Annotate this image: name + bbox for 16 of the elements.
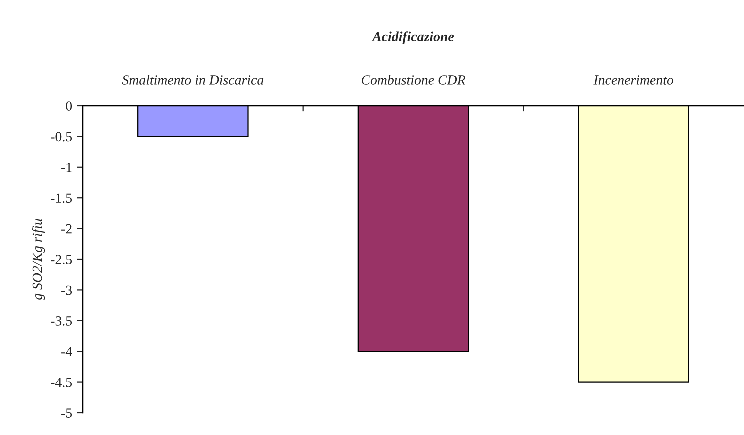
y-tick-label: -0.5	[51, 132, 72, 142]
y-axis-title: g SO2/Kg rifiu	[32, 219, 46, 300]
y-tick-label: -2	[62, 224, 72, 234]
x-tick-label: Incenerimento	[594, 76, 674, 85]
y-tick-label: -5	[62, 408, 72, 418]
x-tick-label: Smaltimento in Discarica	[122, 75, 264, 85]
y-tick-label: -3.5	[51, 316, 72, 326]
y-tick-label: -1	[62, 163, 72, 172]
y-tick-label: -1.5	[51, 194, 72, 204]
x-tick-label: Combustione CDR	[362, 75, 466, 85]
y-tick-label: -2.5	[51, 255, 72, 265]
y-tick-label: 0	[66, 102, 72, 111]
y-tick-label: -4.5	[51, 378, 72, 388]
y-tick-label: -3	[62, 286, 72, 296]
y-tick-label: -4	[62, 347, 72, 356]
chart-title: Acidificazione	[372, 32, 454, 44]
